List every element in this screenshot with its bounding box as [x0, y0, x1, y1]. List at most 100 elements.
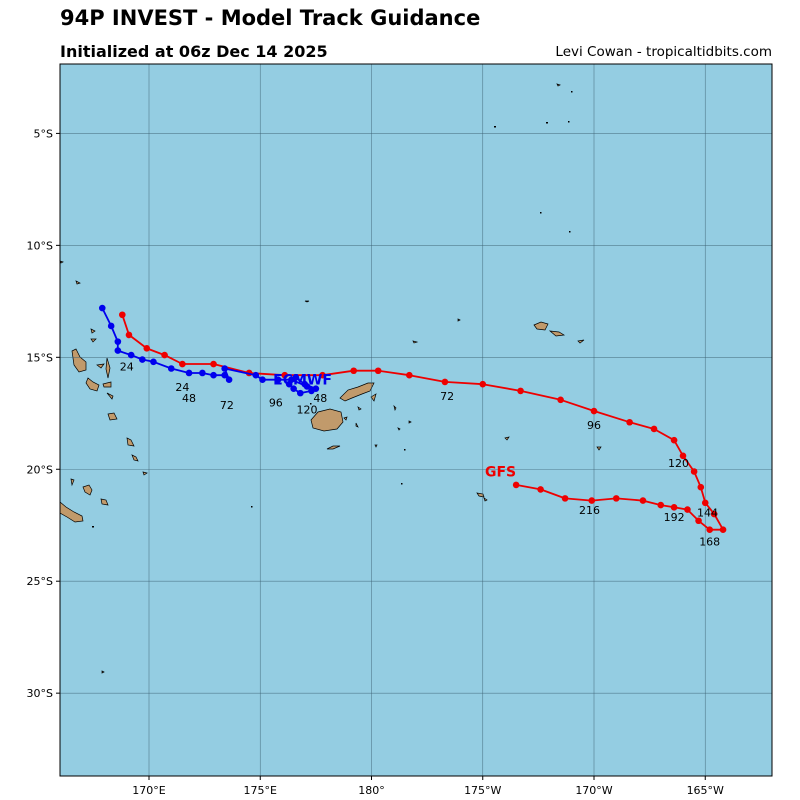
wallis [412, 340, 419, 344]
track-point [612, 495, 620, 502]
track-point [517, 387, 524, 395]
forecast-hour-label: 216 [579, 504, 600, 517]
islet [568, 121, 570, 123]
track-point [537, 486, 544, 493]
track-point [292, 374, 300, 381]
lon-tick-label: 170°E [132, 784, 165, 797]
track-point [701, 499, 709, 507]
forecast-hour-label: 72 [440, 390, 454, 403]
lat-tick-label: 5°S [34, 127, 53, 140]
track-point [225, 376, 233, 383]
track-point [297, 389, 304, 397]
track-point [697, 483, 705, 491]
track-point [561, 495, 569, 502]
islet [310, 403, 312, 405]
matthew-hunter [101, 670, 105, 674]
forecast-hour-label: 144 [697, 506, 718, 519]
phoenix-islands [556, 83, 561, 87]
track-point [290, 385, 297, 392]
fiji-islet-6 [408, 420, 412, 424]
track-point [406, 371, 413, 379]
track-point [185, 369, 193, 377]
forecast-hour-label: 192 [664, 511, 685, 524]
banks-islands-2 [90, 338, 97, 343]
lat-tick-label: 30°S [27, 687, 53, 700]
fiji-islet-5 [397, 427, 401, 431]
track-point [479, 380, 487, 388]
lon-tick-label: 175°E [244, 784, 277, 797]
fiji-kadavu [326, 445, 341, 450]
track-point [670, 436, 678, 444]
track-point [374, 367, 382, 375]
page-title: 94P INVEST - Model Track Guidance [60, 6, 481, 30]
tonga-vavau [504, 436, 510, 441]
track-ecmwf [98, 304, 320, 397]
track-point [199, 369, 206, 377]
islet [401, 483, 403, 485]
islet [251, 506, 253, 508]
track-point [626, 418, 633, 426]
fiji-viti-levu [310, 408, 344, 432]
model-label-gfs: GFS [485, 464, 516, 480]
track-point [670, 504, 678, 511]
fiji-islet-4 [374, 444, 378, 448]
track-point [119, 311, 126, 319]
islet [569, 231, 571, 233]
axis-ticks: 170°E 175°E 180° 175°W 170°W 165°W 5°S 10°S 15°S… [27, 127, 725, 797]
forecast-hour-label: 168 [699, 535, 720, 548]
track-point [281, 371, 289, 379]
islet [540, 212, 542, 214]
forecast-hour-label: 48 [313, 392, 327, 405]
model-name-labels: GFS ECMWF [273, 373, 516, 481]
torres-islands [75, 280, 81, 285]
track-point [301, 380, 309, 388]
track-point [512, 481, 520, 489]
tiny-islets [92, 91, 573, 528]
lon-tick-label: 175°W [464, 784, 501, 797]
track-point [319, 371, 326, 379]
forecast-hour-label: 96 [269, 397, 283, 410]
track-point [127, 351, 135, 359]
graticule [60, 64, 772, 776]
track-point [650, 425, 658, 433]
loyalty-islands-mare [100, 498, 109, 506]
futuna [457, 318, 461, 322]
track-point [706, 526, 713, 534]
forecast-hour-label: 24 [120, 361, 134, 374]
aneityum [142, 471, 148, 476]
fiji-taveuni [370, 393, 377, 402]
vanuatu-epi [106, 392, 114, 400]
track-point [114, 347, 122, 354]
track-point [114, 338, 122, 345]
track-point [657, 501, 665, 509]
forecast-hour-label: 72 [220, 399, 234, 412]
samoa-upolu [548, 330, 566, 337]
track-point [210, 360, 217, 368]
track-point [690, 468, 698, 475]
track-point [285, 380, 293, 388]
islet [494, 126, 496, 128]
lat-tick-label: 20°S [27, 463, 53, 476]
forecast-hour-label: 48 [182, 392, 196, 405]
track-point [167, 365, 175, 372]
init-time-subtitle: Initialized at 06z Dec 14 2025 [60, 42, 328, 61]
track-point [107, 322, 115, 330]
fiji-islet-3 [357, 406, 362, 411]
loyalty-islands-lifou [82, 484, 93, 496]
track-point [588, 497, 596, 504]
track-point [350, 367, 358, 375]
vanuatu-ambrym [102, 381, 112, 388]
track-point [679, 452, 687, 460]
lon-tick-label: 180° [358, 784, 385, 797]
vanuatu-espiritu-santo [71, 348, 87, 373]
track-point [719, 526, 727, 534]
vanuatu-tanna [131, 454, 139, 462]
track-point [684, 506, 691, 513]
track-point [139, 356, 146, 363]
lon-tick-label: 165°W [687, 784, 724, 797]
fiji-islet-2 [343, 416, 348, 421]
track-point [259, 376, 266, 383]
track-point [710, 510, 718, 518]
track-point [98, 304, 106, 312]
